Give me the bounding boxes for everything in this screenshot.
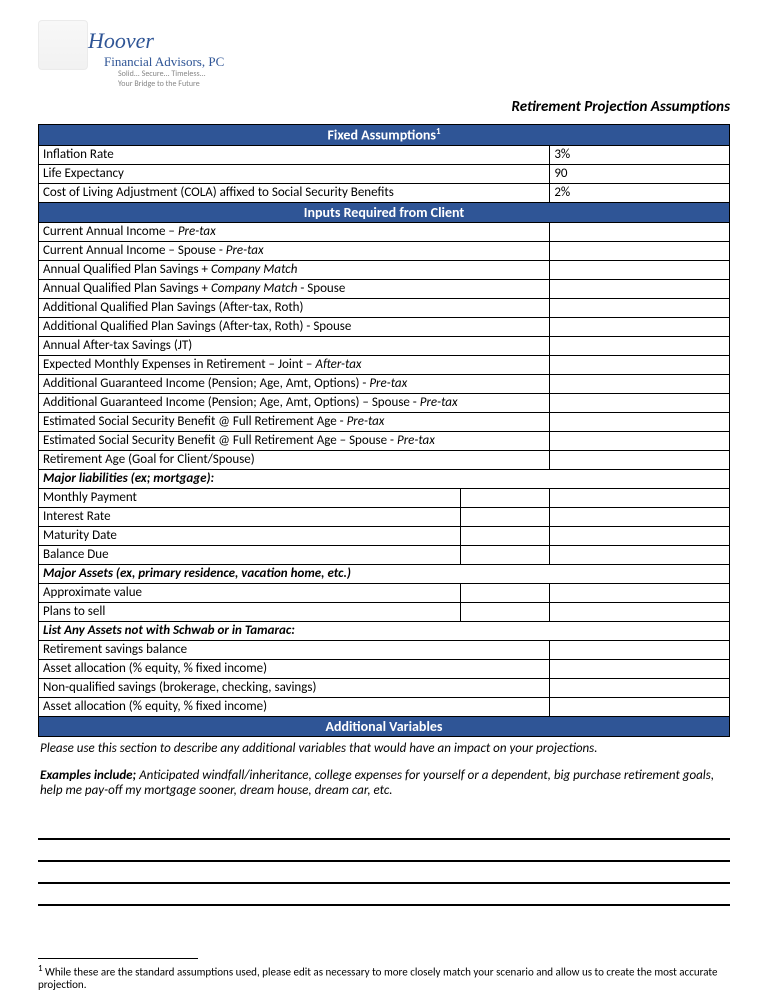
row-value[interactable]: 90 [550, 164, 730, 183]
row-label: Monthly Payment [39, 488, 461, 507]
row-input[interactable] [550, 355, 730, 374]
row-label: Inflation Rate [39, 145, 550, 164]
row-label: Additional Qualified Plan Savings (After… [39, 317, 550, 336]
row-label: Approximate value [39, 583, 461, 602]
row-label: Estimated Social Security Benefit @ Full… [39, 412, 550, 431]
row-input[interactable] [550, 260, 730, 279]
examples-text: Examples include; Anticipated windfall/i… [38, 768, 730, 798]
row-label: Maturity Date [39, 526, 461, 545]
row-label: Life Expectancy [39, 164, 550, 183]
row-input[interactable] [550, 317, 730, 336]
row-value[interactable]: 2% [550, 183, 730, 202]
row-label: Plans to sell [39, 602, 461, 621]
footnote: 1 While these are the standard assumptio… [38, 963, 730, 992]
row-label: Annual Qualified Plan Savings + Company … [39, 279, 550, 298]
logo-area: Hoover Financial Advisors, PC Solid... S… [38, 20, 730, 90]
row-label: Current Annual Income – Pre-tax [39, 222, 550, 241]
row-input[interactable] [550, 488, 730, 507]
row-input[interactable] [550, 526, 730, 545]
logo-sub: Financial Advisors, PC [104, 54, 224, 70]
footnote-separator [38, 958, 198, 959]
row-input[interactable] [550, 659, 730, 678]
logo-tag2: Your Bridge to the Future [118, 80, 224, 90]
row-input[interactable] [460, 488, 550, 507]
subheader-liabilities: Major liabilities (ex; mortgage): [39, 469, 730, 488]
row-input[interactable] [550, 393, 730, 412]
row-input[interactable] [550, 545, 730, 564]
row-input[interactable] [460, 507, 550, 526]
additional-variables-text: Please use this section to describe any … [38, 741, 730, 756]
row-input[interactable] [550, 640, 730, 659]
row-input[interactable] [550, 241, 730, 260]
row-label: Retirement Age (Goal for Client/Spouse) [39, 450, 550, 469]
row-input[interactable] [550, 412, 730, 431]
row-input[interactable] [550, 602, 730, 621]
row-input[interactable] [550, 450, 730, 469]
row-input[interactable] [550, 678, 730, 697]
row-label: Expected Monthly Expenses in Retirement … [39, 355, 550, 374]
row-input[interactable] [460, 583, 550, 602]
document-title: Retirement Projection Assumptions [38, 98, 730, 116]
logo-main: Hoover [88, 28, 154, 53]
row-input[interactable] [550, 298, 730, 317]
section-header-additional: Additional Variables [39, 716, 730, 736]
row-input[interactable] [550, 697, 730, 716]
row-label: Non-qualified savings (brokerage, checki… [39, 678, 550, 697]
row-label: Interest Rate [39, 507, 461, 526]
section-header-fixed: Fixed Assumptions1 [39, 125, 730, 146]
row-input[interactable] [550, 279, 730, 298]
subheader-assets: Major Assets (ex, primary residence, vac… [39, 564, 730, 583]
row-label: Retirement savings balance [39, 640, 550, 659]
row-label: Annual Qualified Plan Savings + Company … [39, 260, 550, 279]
row-label: Asset allocation (% equity, % fixed inco… [39, 659, 550, 678]
row-label: Current Annual Income – Spouse - Pre-tax [39, 241, 550, 260]
row-label: Annual After-tax Savings (JT) [39, 336, 550, 355]
row-input[interactable] [550, 431, 730, 450]
row-label: Asset allocation (% equity, % fixed inco… [39, 697, 550, 716]
row-label: Additional Qualified Plan Savings (After… [39, 298, 550, 317]
row-input[interactable] [460, 526, 550, 545]
row-input[interactable] [460, 602, 550, 621]
row-label: Cost of Living Adjustment (COLA) affixed… [39, 183, 550, 202]
row-input[interactable] [550, 222, 730, 241]
row-label: Estimated Social Security Benefit @ Full… [39, 431, 550, 450]
row-input[interactable] [550, 583, 730, 602]
row-input[interactable] [550, 507, 730, 526]
row-value[interactable]: 3% [550, 145, 730, 164]
row-input[interactable] [460, 545, 550, 564]
row-label: Additional Guaranteed Income (Pension; A… [39, 374, 550, 393]
write-in-lines[interactable] [38, 818, 730, 906]
row-input[interactable] [550, 336, 730, 355]
subheader-schwab: List Any Assets not with Schwab or in Ta… [39, 621, 730, 640]
row-label: Balance Due [39, 545, 461, 564]
row-input[interactable] [550, 374, 730, 393]
section-header-inputs: Inputs Required from Client [39, 202, 730, 222]
assumptions-table: Fixed Assumptions1 Inflation Rate 3% Lif… [38, 124, 730, 737]
row-label: Additional Guaranteed Income (Pension; A… [39, 393, 550, 412]
logo-bridge-icon [38, 20, 88, 70]
